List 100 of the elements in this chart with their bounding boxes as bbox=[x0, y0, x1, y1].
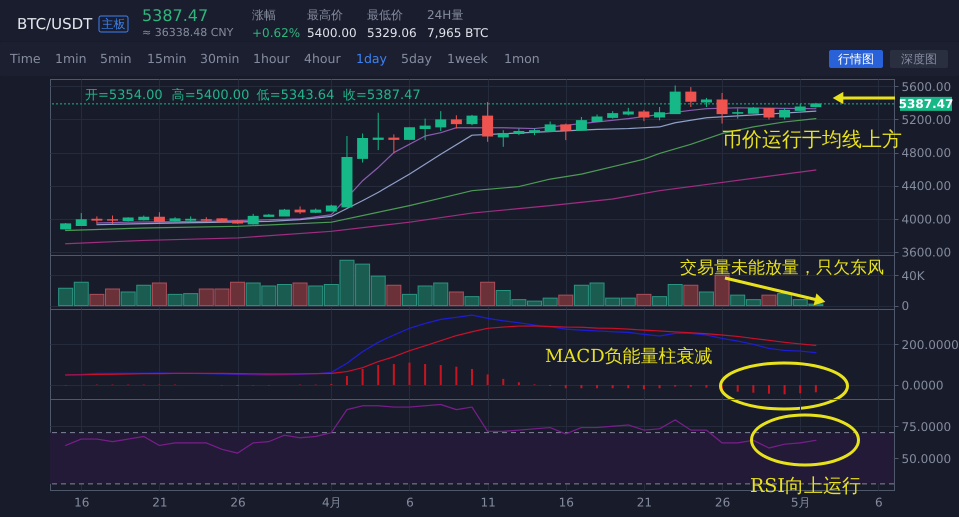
candlestick bbox=[544, 121, 556, 132]
line-series bbox=[65, 169, 816, 244]
candlestick bbox=[404, 126, 415, 140]
bar bbox=[424, 364, 426, 385]
annotation: 高=5400.00 bbox=[172, 87, 250, 103]
y-tick-label: 50.0000 bbox=[902, 452, 952, 466]
text: 涨幅 bbox=[252, 8, 276, 22]
bar bbox=[714, 274, 730, 306]
y-tick-label: 0.0000 bbox=[902, 378, 944, 392]
bar bbox=[596, 384, 598, 388]
x-tick-label: 6 bbox=[875, 496, 883, 510]
x-tick-label: 26 bbox=[230, 496, 246, 510]
bar bbox=[448, 292, 464, 306]
annotation: 收=5387.47 bbox=[343, 88, 421, 103]
chart-title: BTC/USDT bbox=[17, 15, 94, 33]
bar bbox=[814, 384, 817, 392]
candlestick bbox=[482, 102, 494, 142]
text: 30min bbox=[200, 51, 240, 66]
text: 主板 bbox=[102, 17, 126, 31]
text: 1hour bbox=[253, 51, 290, 66]
text: 1day bbox=[356, 51, 388, 66]
candlestick bbox=[576, 116, 587, 132]
x-tick-label: 6 bbox=[406, 496, 414, 510]
bar bbox=[768, 384, 770, 394]
x-tick-label: 21 bbox=[636, 496, 652, 510]
candlestick bbox=[450, 114, 462, 130]
bar bbox=[377, 365, 380, 385]
y-tick-label: 4400.00 bbox=[902, 179, 952, 194]
line-series bbox=[65, 404, 816, 454]
bar bbox=[464, 296, 480, 306]
bar bbox=[580, 384, 582, 388]
x-tick-label: 26 bbox=[714, 496, 730, 510]
bar bbox=[486, 374, 489, 385]
text: 7,965 BTC bbox=[427, 26, 488, 40]
x-tick-label: 4月 bbox=[322, 496, 342, 510]
y-tick-label: 4800.00 bbox=[902, 146, 952, 160]
annotation: RSI向上运行 bbox=[750, 475, 861, 497]
candlestick bbox=[420, 118, 431, 141]
bar bbox=[761, 294, 776, 306]
text: 5400.00 bbox=[307, 26, 357, 40]
bar bbox=[292, 282, 308, 306]
text: Time bbox=[9, 51, 41, 66]
text: 深度图 bbox=[901, 52, 937, 66]
text: 行情图 bbox=[838, 52, 874, 66]
bar bbox=[518, 382, 520, 385]
candlestick bbox=[560, 123, 572, 141]
candlestick bbox=[154, 212, 165, 224]
x-tick-label: 16 bbox=[558, 496, 574, 510]
candlestick bbox=[466, 114, 478, 126]
candlestick bbox=[76, 212, 87, 226]
x-tick-label: 5月 bbox=[790, 496, 811, 510]
y-tick-label: 3600.00 bbox=[902, 246, 952, 260]
y-tick-label: 4000.00 bbox=[902, 212, 952, 226]
candlestick bbox=[685, 86, 696, 108]
candlestick bbox=[357, 133, 368, 164]
bar bbox=[471, 368, 473, 385]
bar bbox=[440, 365, 442, 385]
bar bbox=[558, 294, 574, 306]
text: 1mon bbox=[504, 51, 540, 66]
candlestick bbox=[498, 130, 509, 148]
text: +0.62% bbox=[252, 26, 300, 40]
bar bbox=[408, 362, 410, 385]
bar bbox=[455, 366, 458, 385]
bar bbox=[392, 364, 395, 385]
text: 5387.47 bbox=[142, 6, 208, 25]
text: ≈ 36338.48 CNY bbox=[142, 26, 234, 39]
bar bbox=[752, 384, 754, 393]
text: 24H量 bbox=[427, 8, 464, 22]
y-tick-label: 5600.00 bbox=[902, 80, 952, 94]
annotation: MACD负能量柱衰减 bbox=[545, 346, 713, 367]
bar bbox=[698, 292, 714, 306]
candlestick bbox=[732, 108, 744, 120]
candlestick bbox=[716, 92, 728, 124]
candlestick bbox=[638, 109, 650, 122]
annotation: 交易量未能放量，只欠东风 bbox=[680, 258, 884, 278]
bar bbox=[784, 384, 786, 394]
x-tick-label: 11 bbox=[480, 496, 496, 510]
candlestick bbox=[654, 106, 666, 121]
text: 4hour bbox=[304, 51, 342, 66]
bar bbox=[152, 282, 167, 306]
text: 5min bbox=[100, 51, 132, 66]
bar bbox=[636, 294, 652, 306]
y-tick-label: 200.0000 bbox=[902, 338, 959, 352]
x-tick-label: 21 bbox=[152, 496, 168, 510]
bar bbox=[705, 384, 708, 388]
y-tick-label: 75.0000 bbox=[902, 420, 952, 434]
text: 5day bbox=[401, 51, 433, 66]
annotation: 开=5354.00 bbox=[85, 88, 163, 103]
text: 最高价 bbox=[307, 8, 343, 22]
text: 1min bbox=[55, 51, 87, 66]
text: 15min bbox=[147, 51, 186, 66]
bar bbox=[346, 376, 348, 385]
candlestick bbox=[779, 108, 790, 120]
bar bbox=[612, 384, 614, 388]
bar bbox=[627, 384, 630, 388]
bar bbox=[683, 284, 698, 306]
y-tick-label: 40K bbox=[902, 268, 926, 283]
candlestick bbox=[372, 112, 384, 151]
bar bbox=[386, 284, 402, 306]
candlestick bbox=[435, 110, 446, 132]
